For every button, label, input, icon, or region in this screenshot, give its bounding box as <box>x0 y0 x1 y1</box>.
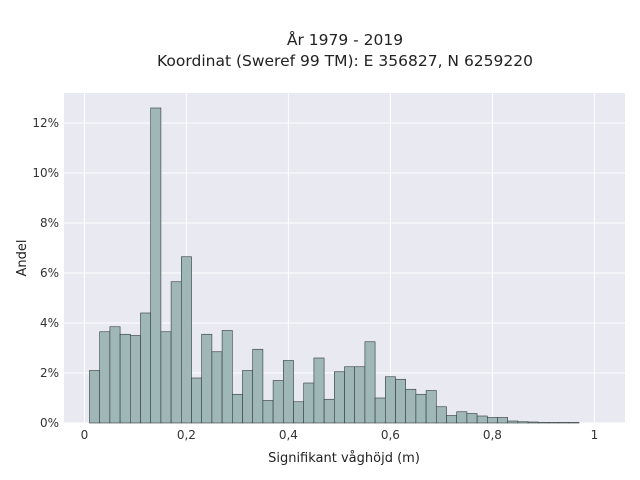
x-axis-label: Signifikant våghöjd (m) <box>268 451 420 466</box>
histogram-bar <box>160 331 172 424</box>
histogram-bar <box>384 376 396 424</box>
histogram-bar <box>130 335 141 424</box>
y-tick-label: 2% <box>40 366 59 380</box>
histogram-bar <box>272 380 284 424</box>
histogram-bar <box>456 411 468 424</box>
histogram-bar <box>109 326 121 424</box>
histogram-bar <box>517 421 529 424</box>
chart-title-line2: Koordinat (Sweref 99 TM): E 356827, N 62… <box>157 52 533 70</box>
x-tick-label: 0 <box>81 428 89 442</box>
y-tick-label: 8% <box>40 216 59 230</box>
histogram-bar <box>262 400 274 424</box>
histogram-bar <box>170 281 182 424</box>
x-tick-label: 0,2 <box>177 428 196 442</box>
histogram-bar <box>476 415 488 424</box>
histogram-bar <box>435 406 447 424</box>
y-tick-label: 12% <box>32 116 59 130</box>
histogram-bar <box>119 333 131 424</box>
histogram-bar <box>568 422 580 424</box>
histogram-bar <box>303 382 315 424</box>
x-tick-label: 0,6 <box>381 428 400 442</box>
histogram-bar <box>486 417 498 424</box>
histogram-bar <box>354 366 366 424</box>
y-tick-label: 0% <box>40 416 59 430</box>
histogram-bar <box>221 330 233 424</box>
histogram-bar <box>181 256 192 424</box>
histogram-bar <box>537 422 549 424</box>
histogram-bar <box>150 107 162 424</box>
histogram-bar <box>425 390 437 424</box>
x-axis-ticks: 0 0,2 0,4 0,6 0,8 1 <box>81 428 599 442</box>
x-tick-label: 0,8 <box>483 428 502 442</box>
bars <box>89 107 580 424</box>
histogram-bar <box>395 378 406 424</box>
y-tick-label: 6% <box>40 266 59 280</box>
histogram-bar <box>191 377 202 424</box>
histogram-bar <box>466 413 478 424</box>
histogram-bar <box>405 388 417 424</box>
histogram-bar <box>344 366 355 424</box>
chart-title-line1: År 1979 - 2019 <box>287 30 403 49</box>
histogram-bar <box>527 421 539 424</box>
x-tick-label: 1 <box>591 428 599 442</box>
histogram-bar <box>242 370 253 424</box>
histogram-bar <box>282 360 294 424</box>
histogram-bar <box>89 370 100 424</box>
histogram-bar <box>293 401 304 424</box>
histogram-bar <box>415 393 427 424</box>
histogram-bar <box>252 348 264 424</box>
y-axis-label: Andel <box>15 240 30 277</box>
histogram-bar <box>323 398 335 424</box>
histogram-bar <box>497 417 508 424</box>
x-tick-label: 0,4 <box>279 428 298 442</box>
histogram-bar <box>201 333 213 424</box>
y-tick-label: 10% <box>32 166 59 180</box>
histogram-bar <box>333 371 345 424</box>
histogram-bar <box>313 357 325 424</box>
y-axis-ticks: 0% 2% 4% 6% 8% 10% 12% <box>32 116 59 430</box>
histogram-bar <box>548 422 559 424</box>
histogram-bar <box>446 415 457 424</box>
histogram-bar <box>558 422 570 424</box>
histogram-bar <box>507 420 519 424</box>
histogram-bar <box>364 341 376 424</box>
y-tick-label: 4% <box>40 316 59 330</box>
histogram-bar <box>99 331 111 424</box>
histogram-bar <box>140 312 151 424</box>
histogram-bar <box>374 397 386 424</box>
histogram-bar <box>232 393 243 424</box>
histogram-bar <box>211 351 223 424</box>
